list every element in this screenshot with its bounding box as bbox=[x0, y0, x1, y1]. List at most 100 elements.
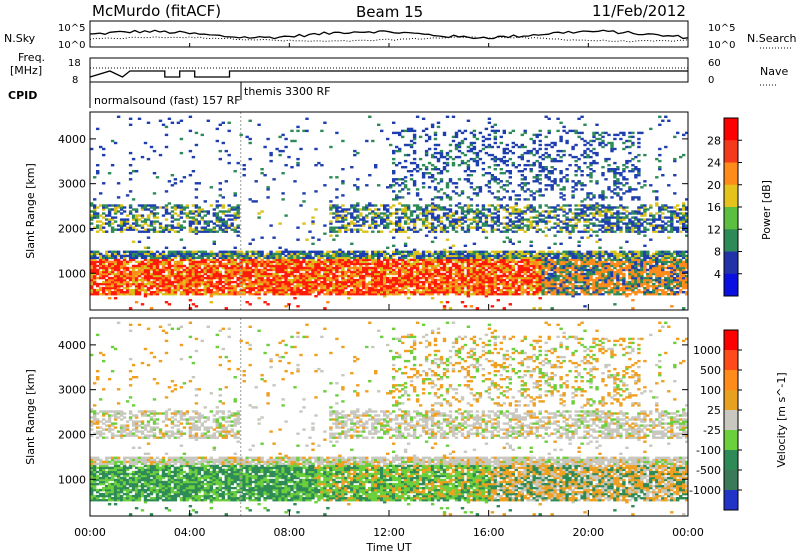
power-cell bbox=[562, 149, 566, 153]
power-cell bbox=[568, 236, 572, 239]
power-cell bbox=[290, 282, 294, 286]
power-cell bbox=[341, 168, 345, 171]
power-cell bbox=[406, 226, 411, 229]
power-cell bbox=[571, 218, 575, 221]
power-cell bbox=[460, 301, 465, 304]
power-cell bbox=[125, 276, 130, 280]
power-cell bbox=[415, 266, 420, 270]
power-cell bbox=[140, 303, 145, 306]
power-cell bbox=[314, 274, 318, 278]
power-cell bbox=[173, 230, 178, 233]
power-cell bbox=[113, 206, 118, 209]
power-cell bbox=[401, 262, 405, 266]
power-cell bbox=[146, 262, 151, 266]
power-cell bbox=[128, 206, 133, 209]
power-cell bbox=[99, 252, 103, 256]
power-cell bbox=[134, 293, 139, 296]
power-cell bbox=[191, 303, 196, 306]
power-cell bbox=[326, 260, 330, 264]
power-cell bbox=[403, 293, 408, 296]
power-cell bbox=[517, 254, 521, 258]
power-cell bbox=[439, 286, 444, 290]
power-cell bbox=[164, 256, 169, 260]
power-cell bbox=[517, 266, 521, 270]
power-cell bbox=[547, 274, 551, 278]
power-cell bbox=[188, 216, 193, 219]
power-cell bbox=[233, 288, 237, 292]
power-cell bbox=[457, 274, 462, 278]
power-cell bbox=[356, 224, 360, 227]
power-cell bbox=[571, 293, 575, 296]
power-cell bbox=[535, 159, 539, 163]
power-cell bbox=[248, 198, 252, 201]
power-cell bbox=[529, 226, 533, 229]
power-cell bbox=[302, 258, 306, 262]
power-cell bbox=[194, 284, 199, 288]
power-cell bbox=[526, 256, 530, 260]
power-cell bbox=[395, 194, 399, 197]
power-cell bbox=[266, 303, 270, 306]
power-cell bbox=[421, 282, 426, 286]
power-cell bbox=[529, 244, 533, 247]
power-cell bbox=[119, 266, 124, 270]
power-cell bbox=[484, 258, 489, 262]
power-cell bbox=[146, 214, 151, 217]
power-cell bbox=[93, 266, 97, 270]
power-cell bbox=[194, 260, 199, 264]
power-cell bbox=[99, 145, 103, 149]
power-cell bbox=[290, 272, 294, 276]
power-cell bbox=[293, 268, 297, 272]
power-cell bbox=[424, 286, 429, 290]
power-cell bbox=[499, 288, 503, 292]
power-cell bbox=[412, 274, 417, 278]
power-cell bbox=[230, 206, 234, 209]
power-cell bbox=[532, 161, 536, 165]
power-cell bbox=[529, 220, 533, 223]
power-cell bbox=[532, 139, 536, 143]
power-cell bbox=[520, 210, 524, 213]
power-cell bbox=[451, 284, 456, 288]
power-cell bbox=[281, 288, 285, 292]
power-cell bbox=[131, 264, 136, 268]
power-cell bbox=[170, 282, 175, 286]
power-cell bbox=[544, 204, 548, 207]
power-cell bbox=[562, 270, 566, 274]
power-cell bbox=[134, 282, 139, 286]
power-cell bbox=[460, 210, 465, 213]
power-cell bbox=[233, 170, 237, 173]
power-cell bbox=[245, 258, 249, 262]
power-cell bbox=[377, 256, 381, 260]
power-cell bbox=[439, 220, 444, 223]
power-cell bbox=[341, 272, 345, 276]
power-cell bbox=[110, 250, 115, 253]
power-cell bbox=[496, 266, 500, 270]
power-cell bbox=[356, 288, 360, 292]
power-cell bbox=[263, 174, 267, 177]
power-cell bbox=[448, 155, 453, 159]
power-cell bbox=[505, 270, 509, 274]
power-cell bbox=[520, 188, 524, 191]
power-cell bbox=[427, 212, 432, 215]
power-cell bbox=[392, 184, 396, 187]
power-cell bbox=[197, 214, 201, 217]
power-cell bbox=[383, 288, 387, 292]
power-cell bbox=[284, 164, 288, 167]
power-cell bbox=[191, 212, 196, 215]
power-cell bbox=[365, 216, 369, 219]
power-cell bbox=[182, 280, 187, 284]
power-cell bbox=[532, 260, 536, 264]
power-cell bbox=[260, 280, 264, 284]
power-cell bbox=[571, 196, 575, 199]
power-cell bbox=[439, 222, 444, 225]
power-cell bbox=[442, 254, 447, 258]
power-cell bbox=[200, 226, 204, 229]
power-cell bbox=[344, 210, 348, 213]
power-cell bbox=[230, 264, 234, 268]
power-cell bbox=[206, 266, 210, 270]
power-cell bbox=[430, 218, 435, 221]
power-cell bbox=[296, 264, 300, 268]
power-cell bbox=[406, 216, 411, 219]
power-cell bbox=[421, 264, 426, 268]
power-cell bbox=[484, 268, 489, 272]
power-cell bbox=[164, 274, 169, 278]
